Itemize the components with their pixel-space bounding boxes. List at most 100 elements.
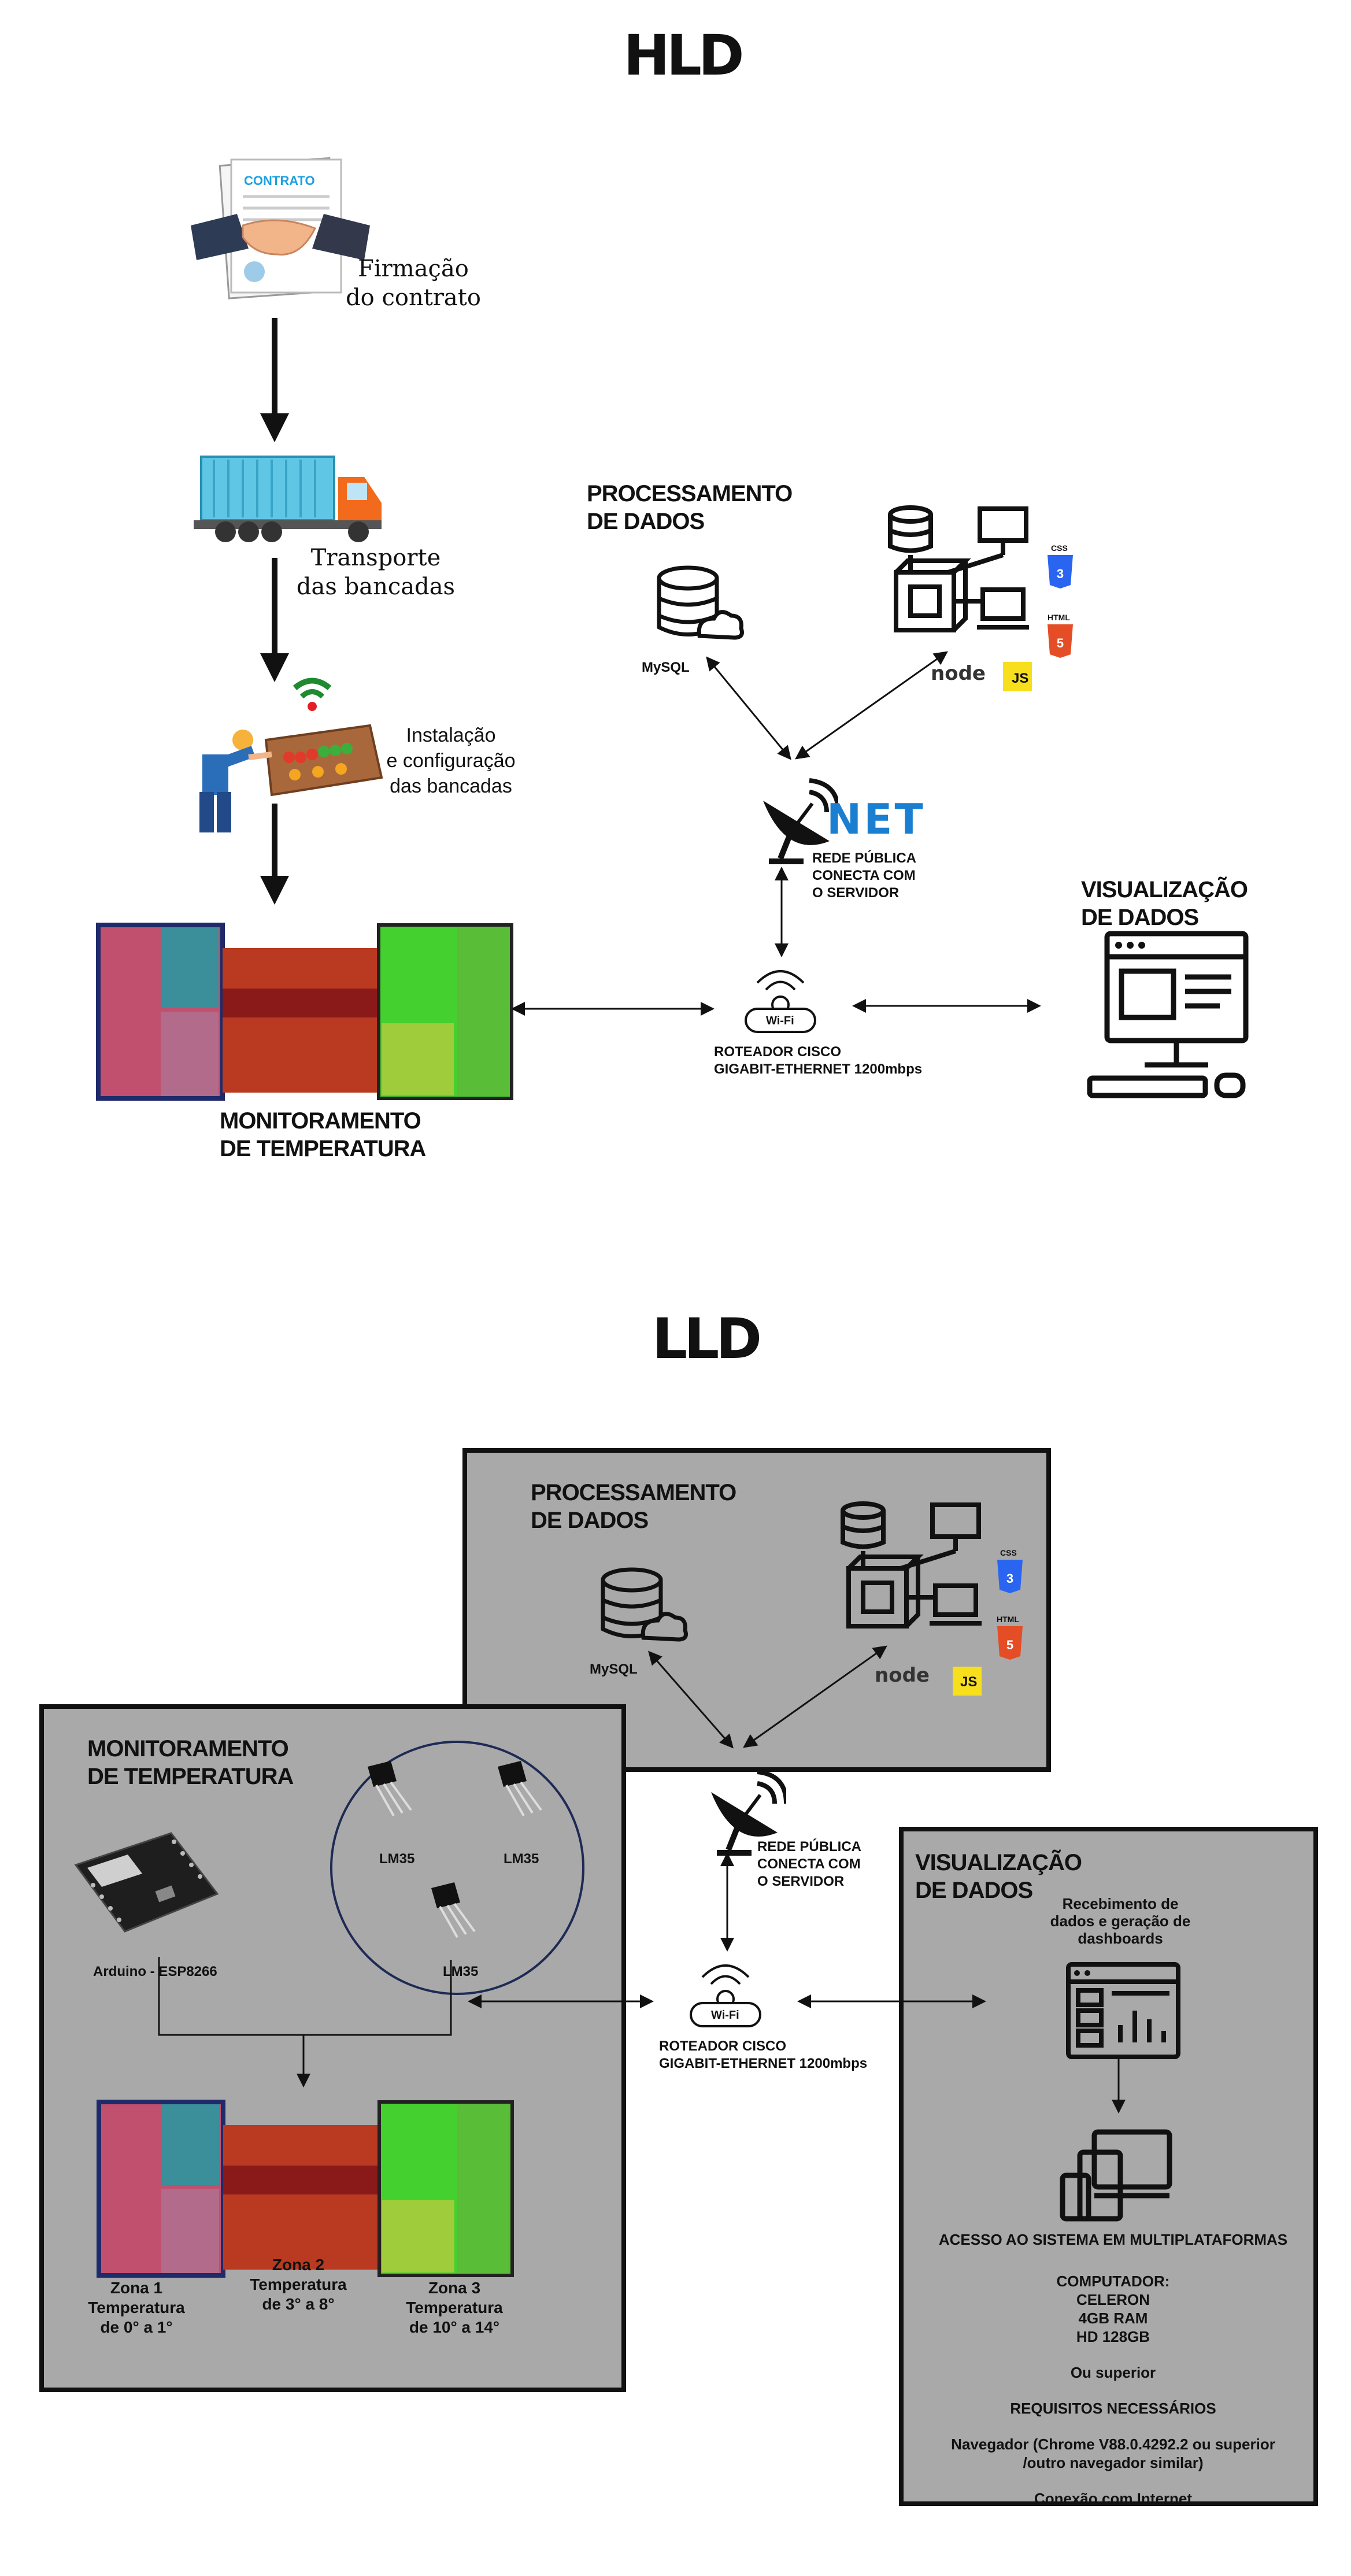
lld-html-label: HTML [997, 1615, 1019, 1624]
hld-processing-line1: PROCESSAMENTO [587, 481, 793, 506]
svg-text:5: 5 [1057, 636, 1064, 650]
hld-visual-line2: DE DADOS [1081, 905, 1199, 930]
hld-monitor-label: MONITORAMENTO DE TEMPERATURA [220, 1107, 426, 1163]
lld-router-line1: ROTEADOR CISCO [659, 2038, 787, 2054]
dashboard-caption-line1: Recebimento de [1062, 1895, 1179, 1912]
lld-monitor-label: MONITORAMENTO DE TEMPERATURA [87, 1735, 294, 1790]
lm35-label-3: LM35 [443, 1964, 479, 1979]
zone-2-label: Zona 2 Temperatura de 3° a 8° [240, 2255, 356, 2314]
contract-illustration: CONTRATO [191, 156, 370, 301]
lld-network-line3: O SERVIDOR [757, 1874, 845, 1889]
zone-1-name: Zona 1 [110, 2279, 163, 2297]
specs-text-block: ACESSO AO SISTEMA EM MULTIPLATAFORMAS CO… [915, 2230, 1311, 2508]
hld-net-logo: NET [827, 795, 926, 843]
lld-html-badge: 5 [996, 1626, 1024, 1661]
lld-processing-line1: PROCESSAMENTO [531, 1480, 736, 1505]
lld-monitor-panel: MONITORAMENTO DE TEMPERATURA LM35 LM35 L… [39, 1704, 626, 2392]
hld-network-line3: O SERVIDOR [812, 885, 900, 901]
access-heading: ACESSO AO SISTEMA EM MULTIPLATAFORMAS [938, 2231, 1288, 2248]
lld-visual-line2: DE DADOS [915, 1878, 1033, 1903]
lm35-label-1: LM35 [379, 1851, 415, 1867]
dashboard-caption: Recebimento de dados e geração de dashbo… [1037, 1895, 1204, 1947]
lm35-sensor-3-icon [425, 1882, 478, 1940]
lld-router-line2: GIGABIT-ETHERNET 1200mbps [659, 2056, 868, 2071]
zone-1-line2: Temperatura [88, 2299, 185, 2316]
zone-3-label: Zona 3 Temperatura de 10° a 14° [391, 2278, 518, 2337]
or-better-text: Ou superior [1070, 2364, 1156, 2381]
hld-processing-label: PROCESSAMENTO DE DADOS [587, 480, 793, 535]
hld-mysql-label: MySQL [642, 660, 690, 675]
hld-router-icon [740, 960, 821, 1035]
contract-doc-text: CONTRATO [244, 173, 315, 188]
dashboard-icon [1065, 1961, 1181, 2060]
lm35-label-2: LM35 [504, 1851, 539, 1867]
zone-1-line3: de 0° a 1° [100, 2318, 173, 2336]
lld-title: LLD [652, 1306, 762, 1371]
browser-requirement-line1: Navegador (Chrome V88.0.4292.2 ou superi… [951, 2436, 1275, 2453]
zone-1-label: Zona 1 Temperatura de 0° a 1° [79, 2278, 194, 2337]
transport-caption-line2: das bancadas [296, 573, 456, 600]
zone-3-name: Zona 3 [428, 2279, 481, 2297]
hld-visual-line1: VISUALIZAÇÃO [1081, 877, 1248, 902]
hld-js-badge [1003, 662, 1032, 691]
zone-2-line3: de 3° a 8° [262, 2295, 335, 2313]
lld-processing-label: PROCESSAMENTO DE DADOS [531, 1479, 736, 1534]
lld-js-label: JS [960, 1674, 978, 1690]
lld-mysql-icon [597, 1565, 690, 1652]
contract-caption: Firmação do contrato [335, 254, 491, 312]
lld-css-badge: 3 [996, 1560, 1024, 1594]
lld-network-line1: REDE PÚBLICA [757, 1839, 862, 1855]
svg-text:5: 5 [1006, 1638, 1013, 1652]
hld-router-label: ROTEADOR CISCO GIGABIT-ETHERNET 1200mbps [714, 1043, 922, 1078]
lld-processing-line2: DE DADOS [531, 1508, 649, 1533]
hld-js-label: JS [1012, 671, 1029, 686]
install-caption-line3: das bancadas [390, 775, 512, 797]
internet-requirement: Conexão com Internet [1034, 2490, 1193, 2507]
hld-monitor-line1: MONITORAMENTO [220, 1108, 421, 1134]
install-caption: Instalação e configuração das bancadas [376, 723, 526, 799]
zone-3-line3: de 10° a 14° [409, 2318, 500, 2336]
hld-visual-label: VISUALIZAÇÃO DE DADOS [1081, 876, 1248, 931]
transport-caption: Transporte das bancadas [289, 543, 462, 601]
lld-js-badge [953, 1667, 982, 1696]
hld-monitor-line2: DE TEMPERATURA [220, 1136, 426, 1161]
hld-html-label: HTML [1048, 613, 1070, 622]
lld-router-label: ROTEADOR CISCO GIGABIT-ETHERNET 1200mbps [659, 2038, 867, 2072]
hld-bench-illustration [92, 919, 523, 1110]
hld-router-line1: ROTEADOR CISCO [714, 1044, 842, 1060]
hld-satellite-icon [752, 772, 841, 864]
hld-css-label: CSS [1051, 543, 1068, 553]
lm35-sensor-2-icon [492, 1761, 544, 1819]
esp8266-label: Arduino - ESP8266 [93, 1964, 217, 1979]
lld-visual-line1: VISUALIZAÇÃO [915, 1850, 1082, 1875]
installation-illustration [179, 671, 387, 838]
install-caption-line2: e configuração [386, 750, 516, 772]
requirements-heading: REQUISITOS NECESSÁRIOS [1010, 2400, 1216, 2417]
multiplatform-devices-icon [1060, 2129, 1175, 2222]
hld-mysql-icon [653, 564, 746, 650]
hld-server-network-icon [884, 503, 1035, 647]
contract-caption-line1: Firmação [358, 256, 469, 282]
browser-requirement-line2: /outro navegador similar) [1023, 2454, 1204, 2471]
hld-computer-icon [1087, 931, 1260, 1098]
hld-router-line2: GIGABIT-ETHERNET 1200mbps [714, 1061, 923, 1077]
zone-2-name: Zona 2 [272, 2256, 325, 2274]
lld-visual-label: VISUALIZAÇÃO DE DADOS [915, 1849, 1082, 1904]
lld-server-network-icon [837, 1499, 987, 1644]
zone-3-line2: Temperatura [406, 2299, 503, 2316]
hld-html-badge: 5 [1046, 624, 1074, 659]
lld-network-line2: CONECTA COM [757, 1856, 861, 1872]
lld-monitor-line1: MONITORAMENTO [87, 1736, 289, 1761]
lld-network-label: REDE PÚBLICA CONECTA COM O SERVIDOR [757, 1838, 861, 1890]
lld-monitor-line2: DE TEMPERATURA [87, 1764, 294, 1789]
sensor-group-circle [330, 1741, 584, 1995]
hld-title: HLD [623, 23, 744, 88]
lld-bench-illustration [93, 2096, 524, 2287]
truck-illustration [191, 454, 387, 546]
hld-network-line1: REDE PÚBLICA [812, 850, 917, 866]
lld-router-wifi-label: Wi-Fi [711, 2009, 739, 2022]
lld-router-icon [685, 1954, 766, 2029]
lld-visual-panel: VISUALIZAÇÃO DE DADOS Recebimento de dad… [899, 1827, 1318, 2508]
